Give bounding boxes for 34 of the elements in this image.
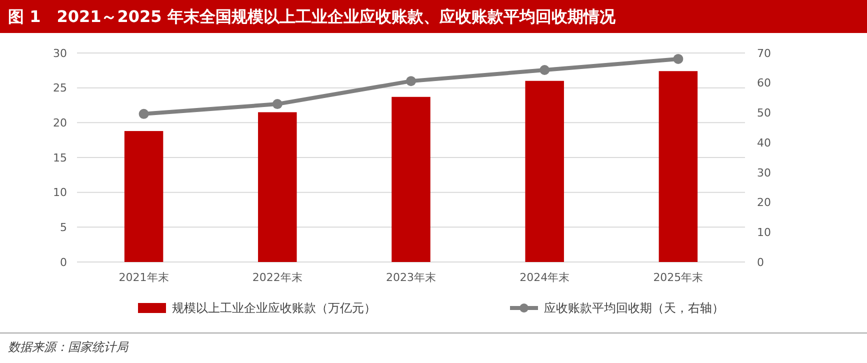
point <box>540 65 550 76</box>
y-tick-label: 30 <box>53 46 67 60</box>
y2-tick-label: 50 <box>757 106 771 120</box>
y-tick-label: 5 <box>60 221 67 234</box>
y-tick-label: 20 <box>53 116 67 130</box>
bar <box>525 80 564 262</box>
bar <box>124 131 164 262</box>
point <box>673 54 684 64</box>
legend-label: 应收账款平均回收期（天，右轴） <box>544 301 724 315</box>
point <box>272 99 282 110</box>
y2-tick-label: 40 <box>757 136 771 150</box>
x-tick-label: 2024年末 <box>520 271 570 284</box>
source-note: 数据来源：国家统计局 <box>8 340 129 354</box>
x-tick-label: 2025年末 <box>653 271 704 284</box>
y2-tick-label: 10 <box>757 226 771 239</box>
x-tick-label: 2021年末 <box>118 271 169 284</box>
bar <box>392 96 430 262</box>
y-tick-label: 15 <box>53 151 67 164</box>
y-tick-label: 0 <box>60 256 67 269</box>
point <box>138 108 149 119</box>
y-tick-label: 25 <box>53 82 67 95</box>
legend-label: 规模以上工业企业应收账款（万亿元） <box>172 301 376 315</box>
bar <box>258 112 297 262</box>
y2-tick-label: 30 <box>757 166 771 180</box>
bar <box>658 71 698 262</box>
x-tick-label: 2023年末 <box>386 271 436 284</box>
y2-tick-label: 70 <box>757 46 771 60</box>
x-tick-label: 2022年末 <box>252 271 302 284</box>
y-tick-label: 10 <box>53 186 67 200</box>
chart-title: 图 1 2021～2025 年末全国规模以上工业企业应收账款、应收账款平均回收期情况 <box>8 7 616 26</box>
y2-tick-label: 60 <box>757 76 771 90</box>
y2-tick-label: 20 <box>757 196 771 210</box>
y2-tick-label: 0 <box>757 256 764 269</box>
point <box>406 76 416 86</box>
